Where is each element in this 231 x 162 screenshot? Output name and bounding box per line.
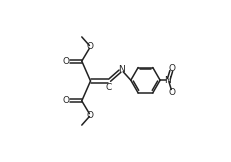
Text: O: O [86, 42, 94, 51]
Text: N: N [117, 65, 124, 74]
Text: N: N [164, 76, 170, 85]
Text: O: O [63, 57, 70, 66]
Text: C: C [105, 83, 112, 92]
Text: O: O [86, 111, 94, 120]
Text: O: O [63, 96, 70, 105]
Text: O: O [167, 64, 174, 73]
Text: O: O [167, 88, 174, 97]
